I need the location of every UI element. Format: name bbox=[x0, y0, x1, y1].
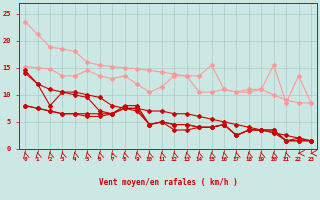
X-axis label: Vent moyen/en rafales ( km/h ): Vent moyen/en rafales ( km/h ) bbox=[99, 178, 237, 187]
